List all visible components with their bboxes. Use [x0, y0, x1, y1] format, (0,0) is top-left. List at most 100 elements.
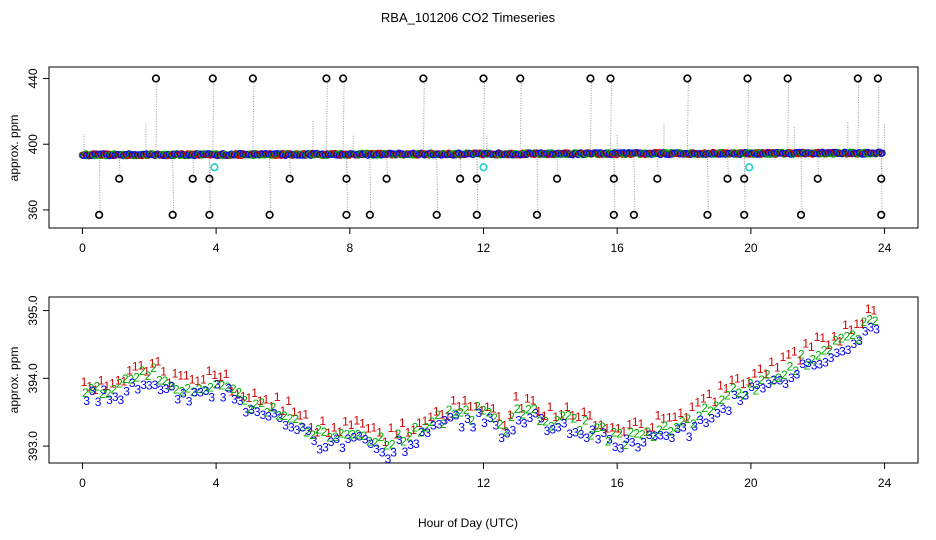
spike-line	[857, 78, 860, 154]
y-tick-label: 360	[26, 200, 40, 220]
data-marker-3: 3	[578, 427, 585, 441]
spike-line	[880, 153, 883, 215]
data-marker-3: 3	[100, 383, 107, 397]
data-marker-1: 1	[780, 350, 787, 364]
data-marker-1: 1	[172, 366, 179, 380]
data-marker-2: 2	[832, 334, 839, 348]
data-marker-1: 1	[268, 399, 275, 413]
data-marker-1: 1	[246, 391, 253, 405]
data-marker-3: 3	[123, 385, 130, 399]
data-marker-3: 3	[862, 325, 869, 339]
data-marker-2: 2	[690, 417, 697, 431]
data-marker-2: 2	[673, 420, 680, 434]
data-marker-1: 1	[501, 418, 508, 432]
data-marker-1: 1	[518, 402, 525, 416]
data-marker-3: 3	[441, 414, 448, 428]
data-marker-2: 2	[145, 369, 152, 383]
data-marker-1: 1	[785, 348, 792, 362]
data-marker-2: 2	[281, 409, 288, 423]
data-marker-3: 3	[572, 426, 579, 440]
data-marker-1: 1	[666, 410, 673, 424]
data-marker-2: 2	[645, 425, 652, 439]
spike-point	[877, 210, 886, 219]
data-marker-2: 2	[235, 386, 242, 400]
data-marker-3: 3	[299, 421, 306, 435]
data-marker-3: 3	[305, 424, 312, 438]
spike-point	[743, 74, 752, 83]
data-marker-1: 1	[632, 415, 639, 429]
data-marker-1: 1	[791, 345, 798, 359]
spike-line	[556, 153, 559, 179]
data-marker-2: 2	[270, 400, 277, 414]
spike-line	[800, 153, 803, 215]
data-marker-2: 2	[412, 421, 419, 435]
data-marker-3: 3	[243, 406, 250, 420]
data-marker-3: 3	[612, 440, 619, 454]
data-marker-2: 2	[463, 403, 470, 417]
data-marker-1: 1	[626, 417, 633, 431]
data-marker-2: 2	[253, 397, 260, 411]
data-marker-3: 3	[652, 429, 659, 443]
data-marker-1: 1	[768, 355, 775, 369]
data-marker-2: 2	[122, 372, 129, 386]
data-marker-3: 3	[731, 388, 738, 402]
spike-point	[472, 174, 481, 183]
data-marker-3: 3	[271, 406, 278, 420]
data-marker-2: 2	[190, 385, 197, 399]
data-marker-3: 3	[248, 403, 255, 417]
data-marker-1: 1	[98, 374, 105, 388]
data-marker-2: 2	[196, 382, 203, 396]
spike-point	[248, 74, 257, 83]
data-marker-2: 2	[292, 412, 299, 426]
data-marker-2: 2	[633, 427, 640, 441]
data-marker-2: 2	[639, 428, 646, 442]
cyan-point	[479, 163, 488, 172]
data-marker-1: 1	[734, 371, 741, 385]
data-marker-3: 3	[237, 394, 244, 408]
data-marker-1: 1	[524, 391, 531, 405]
data-marker-3: 3	[282, 419, 289, 433]
spike-line	[459, 154, 462, 179]
data-marker-2: 2	[139, 364, 146, 378]
data-marker-3: 3	[868, 320, 875, 334]
data-marker-2: 2	[798, 348, 805, 362]
data-marker-3: 3	[504, 427, 511, 441]
data-marker-3: 3	[328, 435, 335, 449]
top-y-axis-label: approx. ppm	[7, 115, 21, 182]
data-marker-2: 2	[781, 368, 788, 382]
data-marker-1: 1	[797, 353, 804, 367]
data-marker-3: 3	[794, 368, 801, 382]
data-marker-2: 2	[241, 394, 248, 408]
data-marker-3: 3	[464, 412, 471, 426]
cyan-point	[745, 163, 754, 172]
data-marker-3: 3	[561, 416, 568, 430]
data-marker-3: 3	[743, 388, 750, 402]
data-marker-3: 3	[708, 412, 715, 426]
data-marker-2: 2	[548, 419, 555, 433]
data-marker-3: 3	[95, 395, 102, 409]
data-marker-2: 2	[571, 411, 578, 425]
data-marker-1: 1	[331, 421, 338, 435]
data-marker-1: 1	[689, 400, 696, 414]
data-marker-3: 3	[197, 386, 204, 400]
data-marker-2: 2	[821, 344, 828, 358]
data-marker-2: 2	[616, 427, 623, 441]
data-marker-2: 2	[201, 383, 208, 397]
data-marker-1: 1	[138, 359, 145, 373]
spike-line	[252, 78, 255, 155]
data-marker-2: 2	[696, 409, 703, 423]
data-marker-1: 1	[149, 357, 156, 371]
data-marker-2: 2	[718, 393, 725, 407]
data-marker-1: 1	[853, 317, 860, 331]
data-marker-3: 3	[169, 380, 176, 394]
data-marker-1: 1	[143, 364, 150, 378]
data-marker-3: 3	[691, 420, 698, 434]
spike-line	[519, 78, 522, 154]
data-marker-3: 3	[135, 383, 142, 397]
data-marker-2: 2	[184, 382, 191, 396]
data-marker-3: 3	[515, 414, 522, 428]
spike-point	[265, 210, 274, 219]
data-marker-2: 2	[826, 343, 833, 357]
spike-line	[633, 153, 636, 215]
data-marker-1: 1	[655, 408, 662, 422]
